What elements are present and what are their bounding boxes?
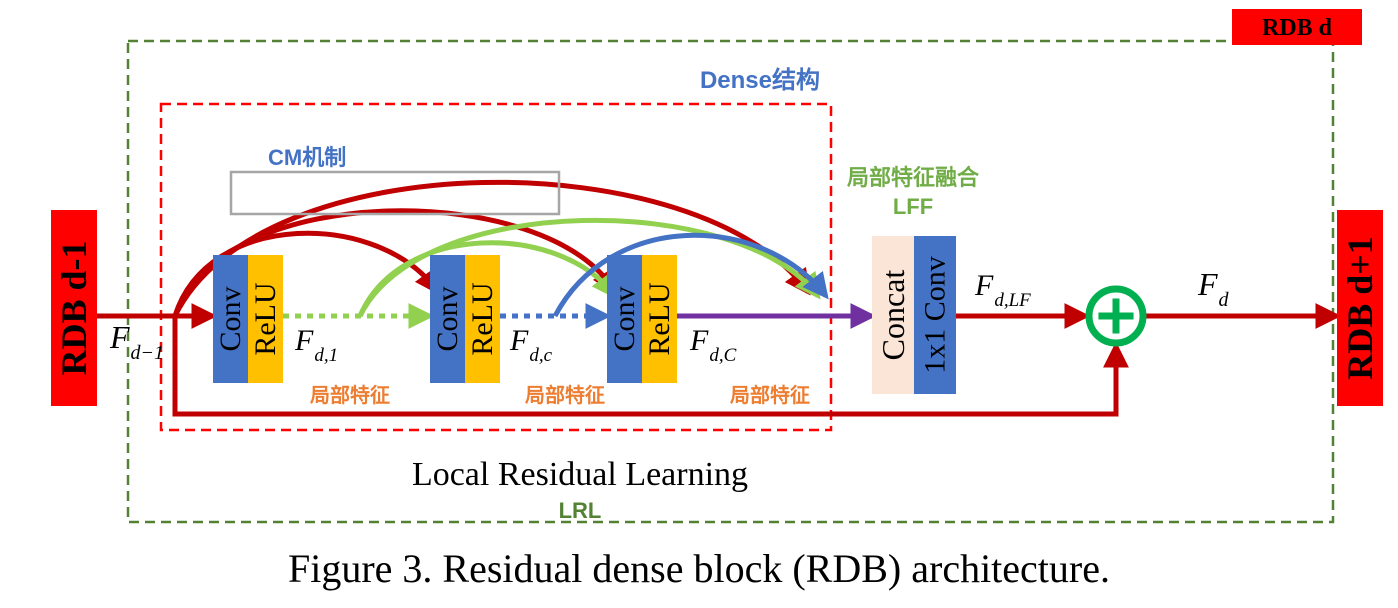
label-dense: Dense结构 bbox=[700, 66, 820, 94]
conv-relu-block-1: ConvReLU bbox=[430, 255, 500, 383]
relu-label: ReLU bbox=[249, 282, 282, 356]
label-lrl: LRL bbox=[559, 498, 602, 523]
concat-label: Concat bbox=[875, 270, 911, 361]
formula-F_dc: Fd,c bbox=[509, 324, 553, 366]
elementwise-sum-icon bbox=[1089, 289, 1143, 343]
label-local2: 局部特征 bbox=[524, 383, 605, 407]
label-lrl_big: Local Residual Learning bbox=[412, 456, 748, 493]
label-caption: Figure 3. Residual dense block (RDB) arc… bbox=[288, 546, 1110, 591]
label-local3: 局部特征 bbox=[729, 383, 810, 407]
rdb-diagram: ConvReLUConvReLUConvReLUConcat1x1 ConvRD… bbox=[0, 0, 1398, 608]
conv-label: Conv bbox=[431, 286, 464, 351]
conv1x1-label: 1x1 Conv bbox=[919, 256, 952, 374]
label-local1: 局部特征 bbox=[309, 383, 390, 407]
formula-F_d1: Fd,1 bbox=[294, 324, 338, 366]
cm-mechanism-box bbox=[231, 172, 559, 214]
formula-F_dC: Fd,C bbox=[689, 324, 737, 366]
conv-relu-block-2: ConvReLU bbox=[607, 255, 677, 383]
conv-label: Conv bbox=[214, 286, 247, 351]
relu-label: ReLU bbox=[466, 282, 499, 356]
label-lff: LFF bbox=[893, 194, 933, 219]
label-cm: CM机制 bbox=[268, 145, 346, 170]
formula-F_d: Fd bbox=[1197, 266, 1230, 311]
formula-F_dLF: Fd,LF bbox=[974, 269, 1031, 311]
rdb-prev-block-label: RDB d-1 bbox=[54, 240, 94, 375]
relu-label: ReLU bbox=[643, 282, 676, 356]
conv-label: Conv bbox=[608, 286, 641, 351]
outer-lrl-box bbox=[128, 41, 1333, 522]
rdb-d-badge-label: RDB d bbox=[1262, 15, 1333, 41]
formula-F_dm1: Fd−1 bbox=[109, 319, 164, 364]
label-lff_cn: 局部特征融合 bbox=[847, 165, 980, 190]
conv-relu-block-0: ConvReLU bbox=[213, 255, 283, 383]
rdb-next-block-label: RDB d+1 bbox=[1340, 236, 1380, 380]
